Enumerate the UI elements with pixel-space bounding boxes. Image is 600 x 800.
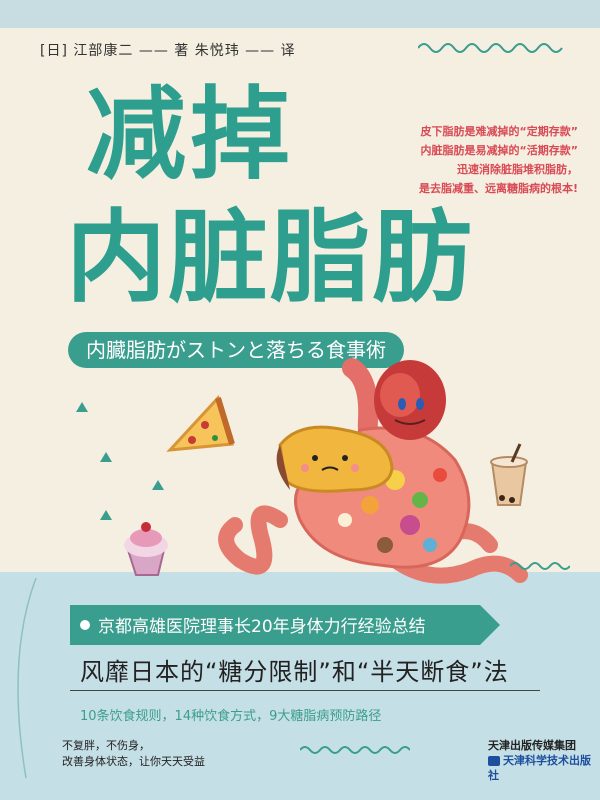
main-title-line2: 内脏脂肪: [66, 199, 474, 316]
banner-arrow: [70, 605, 500, 645]
blurb-line: 皮下脂肪是难减掉的“定期存款”: [420, 125, 578, 138]
publisher-group: 天津出版传媒集团: [488, 739, 576, 752]
tagline: 不复胖，不伤身， 改善身体状态，让你天天受益: [62, 738, 205, 770]
drink-illustration: [490, 443, 528, 506]
wave-decoration-right: [510, 562, 570, 570]
publisher-logo-icon: [488, 756, 500, 766]
cupcake-illustration: [124, 522, 168, 576]
top-band: [0, 0, 600, 28]
line-decoration-left: [17, 578, 37, 778]
blurb-line: 是去脂减重、远离糖脂病的根本!: [418, 182, 578, 195]
tagline-line: 不复胖，不伤身，: [62, 739, 150, 752]
wave-decoration-bottom: [300, 746, 410, 754]
pizza-illustration: [166, 395, 235, 452]
triangle-decoration: [100, 510, 112, 520]
divider: [70, 690, 540, 691]
triangle-decoration: [100, 452, 112, 462]
blurb-line: 内脏脂肪是易减掉的“活期存款”: [420, 144, 578, 157]
main-title-line1: 减掉: [86, 76, 294, 193]
wave-decoration-top: [418, 43, 563, 53]
liver-illustration: [276, 425, 394, 493]
triangle-decoration: [152, 480, 164, 490]
subtitle: 风靡日本的“糖分限制”和“半天断食”法: [80, 658, 509, 686]
publisher-block: 天津出版传媒集团 天津科学技术出版社: [488, 738, 600, 783]
blurb-line: 迅速消除脏脂堆积脂肪，: [457, 163, 578, 176]
banner-text: 京都高雄医院理事长20年身体力行经验总结: [98, 617, 426, 637]
features-line: 10条饮食规则，14种饮食方式，9大糖脂病预防路径: [80, 709, 382, 724]
banner-dot-icon: [80, 620, 90, 630]
blurb: 皮下脂肪是难减掉的“定期存款” 内脏脂肪是易减掉的“活期存款” 迅速消除脏脂堆积…: [419, 122, 578, 198]
triangle-decoration: [76, 402, 88, 412]
publisher-press: 天津科学技术出版社: [488, 754, 591, 782]
tagline-line: 改善身体状态，让你天天受益: [62, 755, 205, 768]
heart-illustration: [374, 360, 446, 440]
authors-line: [日] 江部康二 —— 著 朱悦玮 —— 译: [40, 43, 296, 59]
